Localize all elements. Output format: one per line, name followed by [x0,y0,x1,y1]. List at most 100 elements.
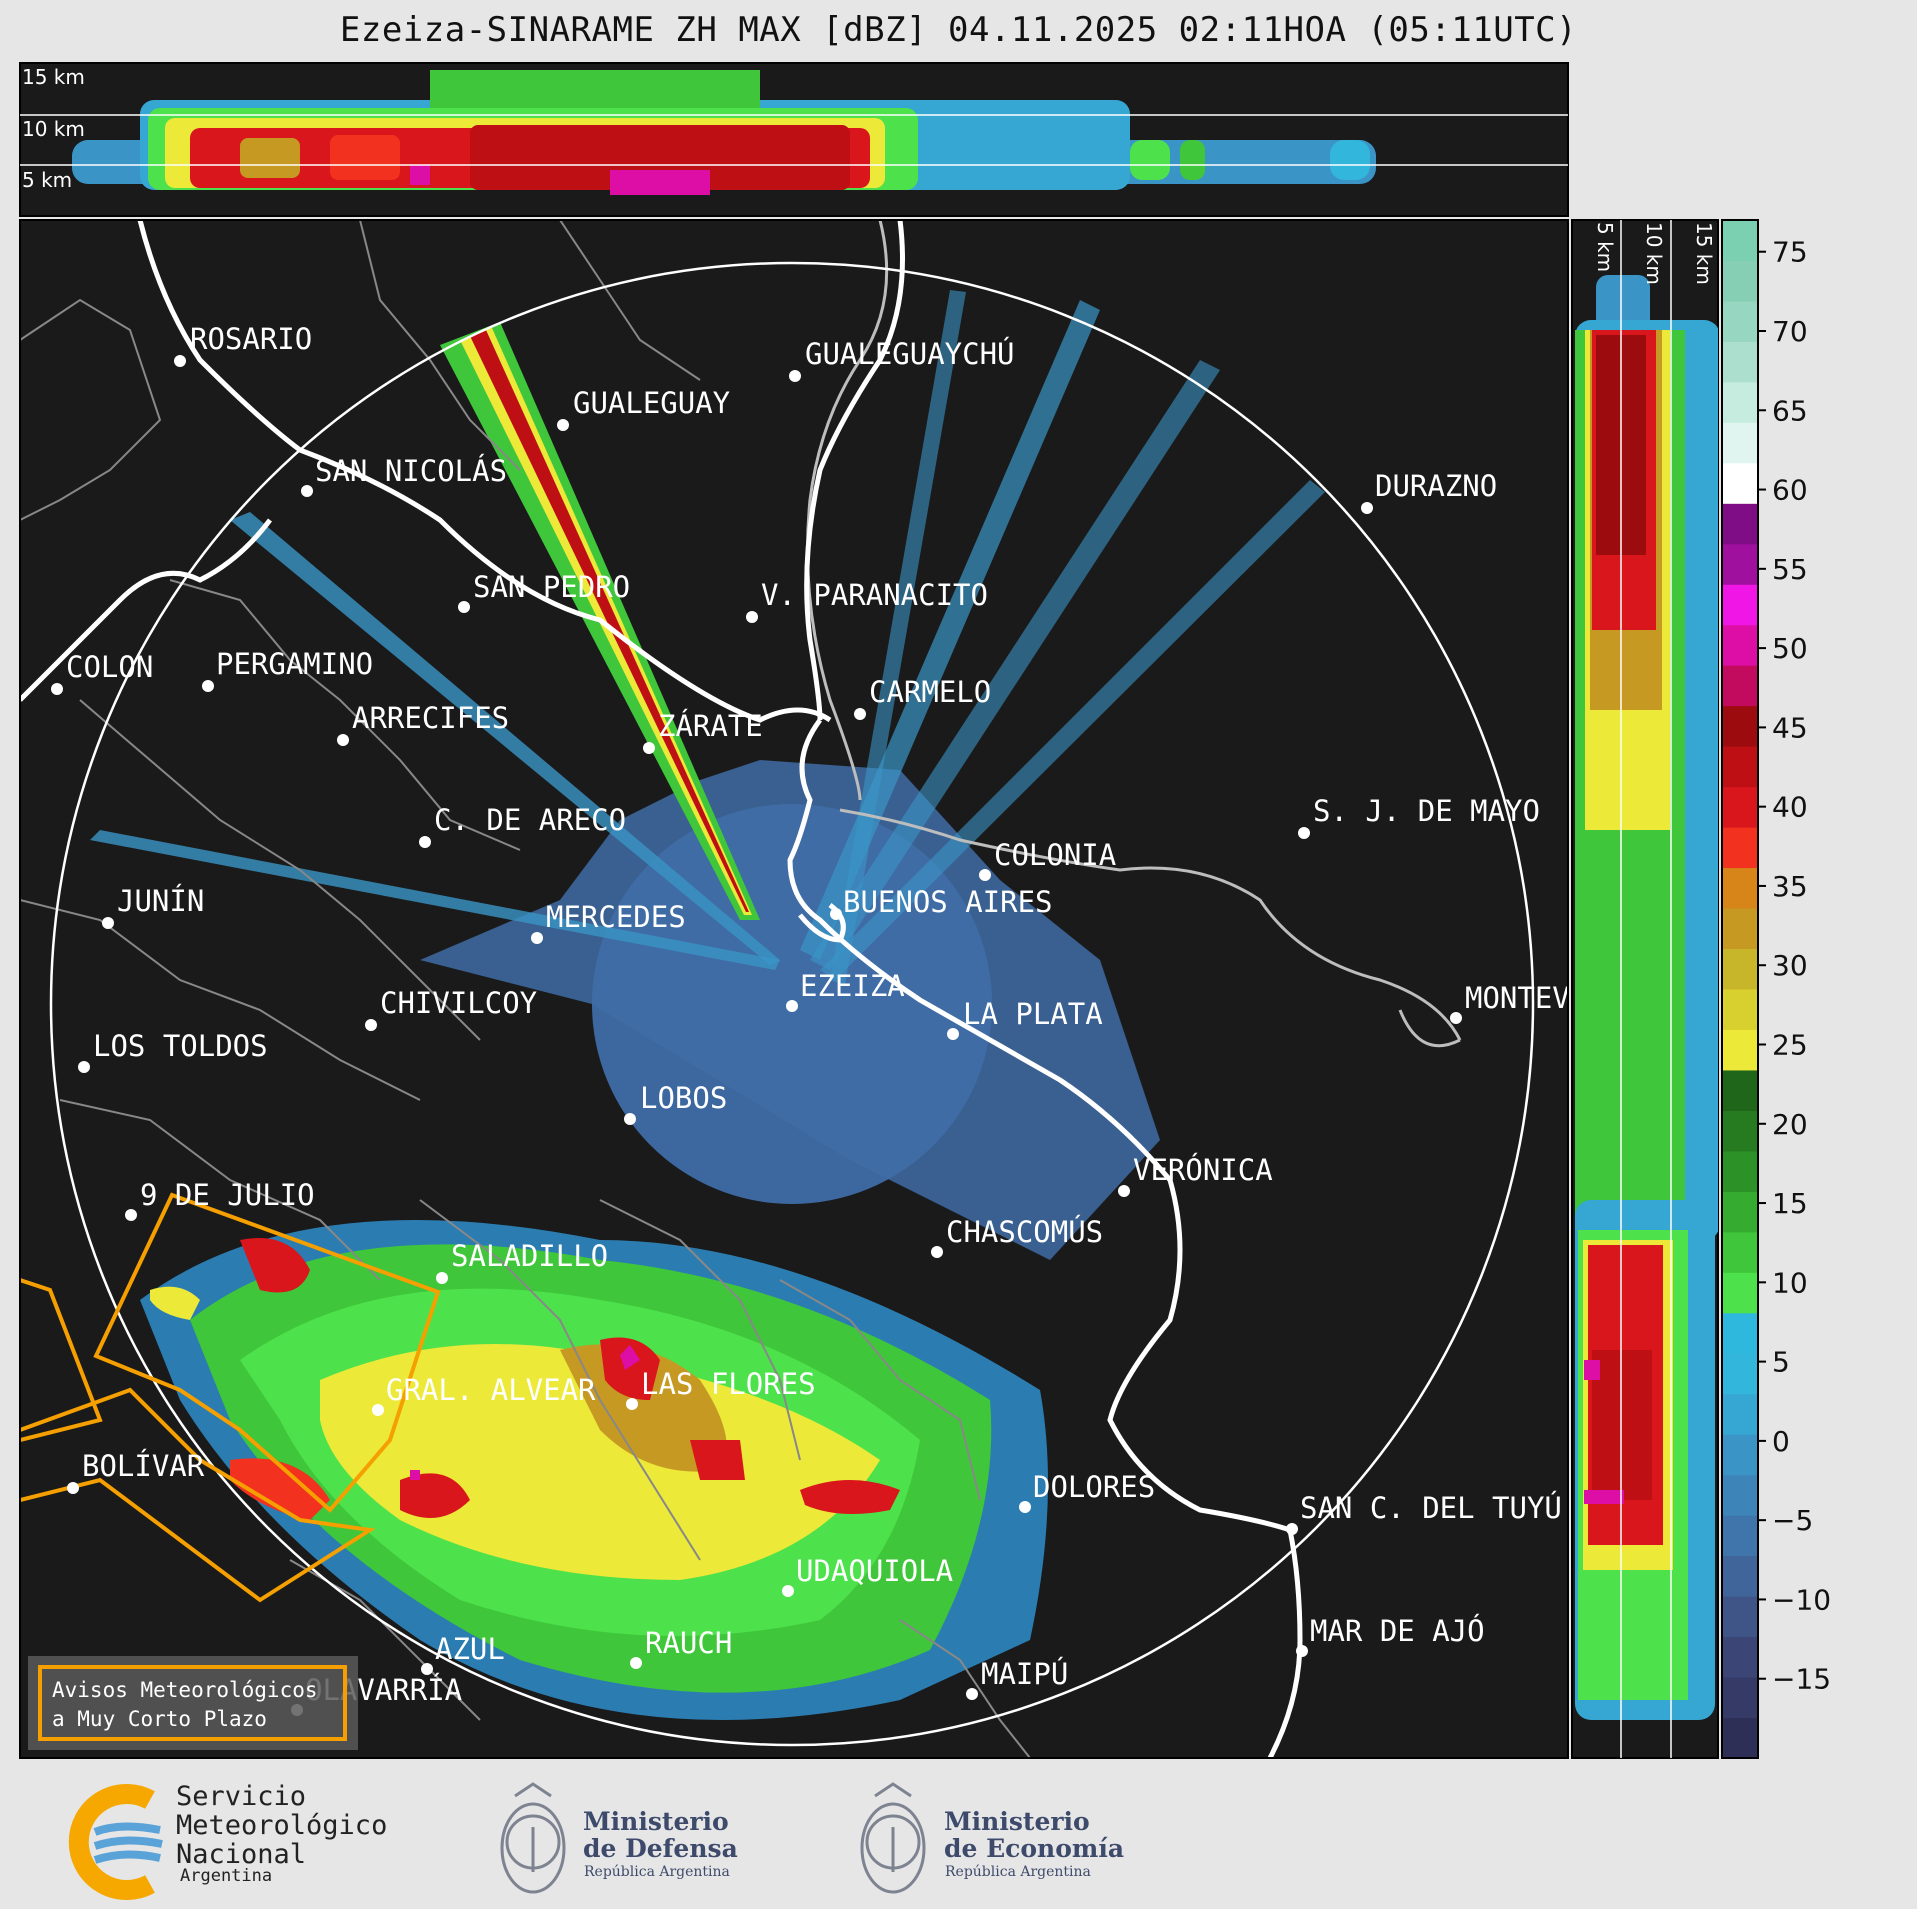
colorbar-step [1722,1515,1758,1557]
svg-text:LOBOS: LOBOS [640,1081,727,1115]
colorbar-tick-label: 10 [1772,1266,1808,1299]
svg-text:BUENOS AIRES: BUENOS AIRES [843,885,1053,919]
economia-emblem [860,1782,926,1894]
colorbar-step [1722,1555,1758,1597]
city-markers: ROSARIO GUALEGUAYCHÚ GUALEGUAY SAN NICOL… [51,322,1568,1716]
svg-text:COLONIA: COLONIA [994,838,1116,872]
city-mercedes: MERCEDES [531,900,686,944]
colorbar-step [1722,1312,1758,1354]
colorbar-tick-label: −15 [1772,1663,1831,1696]
svg-text:GUALEGUAYCHÚ: GUALEGUAYCHÚ [805,337,1015,371]
economia-sub: República Argentina [945,1864,1091,1880]
colorbar-step [1722,827,1758,869]
svg-text:BOLÍVAR: BOLÍVAR [82,1449,205,1483]
svg-text:PERGAMINO: PERGAMINO [216,647,373,681]
city-udaquiola: UDAQUIOLA [782,1554,953,1597]
colorbar-step [1722,1474,1758,1516]
colorbar-tick-label: −5 [1772,1504,1813,1537]
colorbar-step [1722,1353,1758,1395]
colorbar-step [1722,705,1758,747]
city-chivilcoy: CHIVILCOY [365,986,537,1031]
city-mar-de-ajo: MAR DE AJÓ [1296,1614,1485,1657]
city-san-jose-de-mayo: S. J. DE MAYO [1298,794,1540,839]
svg-text:AZUL: AZUL [435,1632,505,1666]
side-height-label-5: 5 km [1593,222,1617,272]
map-panel: ROSARIO GUALEGUAYCHÚ GUALEGUAY SAN NICOL… [19,219,1569,1759]
city-pergamino: PERGAMINO [202,647,373,692]
colorbar-step [1722,1434,1758,1476]
svg-text:CARMELO: CARMELO [869,675,991,709]
colorbar-step [1722,300,1758,342]
side-reflectivity-profile [1575,275,1718,1720]
city-gral-alvear: GRAL. ALVEAR [372,1373,596,1416]
side-cross-section-panel: 5 km 10 km 15 km [1571,219,1719,1759]
colorbar-step [1722,1150,1758,1192]
city-san-pedro: SAN PEDRO [458,570,630,613]
colorbar-step [1722,908,1758,950]
colorbar-step [1722,746,1758,788]
colorbar-step [1722,341,1758,383]
warning-polygon-2 [20,1278,103,1442]
top-height-label-15: 15 km [22,65,85,89]
colorbar-tick-label: −10 [1772,1583,1831,1616]
colorbar-steps [1722,220,1758,1759]
economia-name-line1: Ministerio [944,1807,1090,1836]
colorbar-tick-label: 30 [1772,949,1808,982]
smn-name-line3: Nacional [176,1839,307,1870]
colorbar-step [1722,381,1758,423]
svg-text:RAUCH: RAUCH [645,1626,732,1660]
svg-text:LA PLATA: LA PLATA [963,997,1103,1031]
top-reflectivity-profile [72,70,1376,195]
city-veronica: VERÓNICA [1118,1153,1273,1197]
river-lines [806,220,1462,1048]
city-gualeguaychu: GUALEGUAYCHÚ [789,337,1015,382]
colorbar-step [1722,1029,1758,1071]
colorbar-step [1722,503,1758,545]
colorbar-step [1722,1191,1758,1233]
top-cross-section-panel: 15 km 10 km 5 km [19,62,1569,217]
colorbar-tick-label: 25 [1772,1028,1808,1061]
colorbar-tick-label: 55 [1772,553,1808,586]
svg-text:DOLORES: DOLORES [1033,1470,1155,1504]
city-gualeguay: GUALEGUAY [557,386,730,431]
colorbar-tick-label: 20 [1772,1108,1808,1141]
range-ring [49,261,1535,1747]
svg-text:ZÁRATE: ZÁRATE [658,709,763,743]
side-height-label-15: 15 km [1692,222,1716,285]
city-colon: COLON [51,650,153,695]
smn-name: Servicio Meteorológico Nacional [176,1782,387,1869]
colorbar-step [1722,1393,1758,1435]
city-saladillo: SALADILLO [436,1239,608,1284]
svg-text:DURAZNO: DURAZNO [1375,469,1497,503]
colorbar-step [1722,1717,1758,1759]
city-durazno: DURAZNO [1361,469,1497,514]
smn-logo-ring [68,1784,155,1900]
colorbar-step [1722,948,1758,990]
svg-text:ARRECIFES: ARRECIFES [352,701,509,735]
footer: Servicio Meteorológico Nacional Argentin… [0,1762,1917,1909]
colorbar-step [1722,1272,1758,1314]
city-bolivar: BOLÍVAR [67,1449,205,1494]
svg-text:CHIVILCOY: CHIVILCOY [380,986,537,1020]
colorbar-step [1722,989,1758,1030]
colorbar-step [1722,1110,1758,1152]
svg-text:S. J. DE MAYO: S. J. DE MAYO [1313,794,1540,828]
warning-polygons [20,1192,441,1603]
city-carmelo: CARMELO [854,675,991,720]
colorbar-step [1722,665,1758,707]
svg-text:COLON: COLON [66,650,153,684]
city-capitan-sarmiento-areco: C. DE ARECO [419,803,626,848]
city-colonia: COLONIA [979,838,1116,881]
svg-text:GUALEGUAY: GUALEGUAY [573,386,730,420]
defensa-name-line2: de Defensa [583,1834,738,1863]
city-lobos: LOBOS [624,1081,727,1125]
warning-legend-swatch [38,1665,347,1741]
warning-legend-line1: Avisos Meteorológicos [52,1678,318,1702]
smn-logo [68,1784,163,1900]
svg-text:VERÓNICA: VERÓNICA [1133,1153,1273,1187]
warning-legend: Avisos Meteorológicos a Muy Corto Plazo [28,1656,358,1750]
city-dolores: DOLORES [1019,1470,1155,1513]
city-buenos-aires: BUENOS AIRES [830,885,1053,920]
